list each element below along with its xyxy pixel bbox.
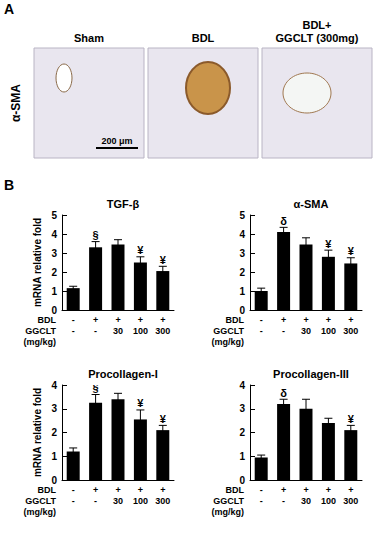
- svg-text:4: 4: [51, 380, 57, 391]
- svg-text:+: +: [326, 315, 331, 325]
- svg-text:-: -: [282, 496, 285, 506]
- svg-text:BDL: BDL: [226, 485, 245, 495]
- svg-text:GGCLT (300mg): GGCLT (300mg): [276, 32, 359, 44]
- svg-text:BDL: BDL: [38, 485, 57, 495]
- svg-text:GGCLT: GGCLT: [213, 496, 244, 506]
- svg-text:+: +: [138, 315, 143, 325]
- svg-text:Sham: Sham: [74, 32, 104, 44]
- svg-text:§: §: [93, 229, 99, 241]
- svg-text:5: 5: [51, 210, 57, 221]
- svg-text:3: 3: [51, 403, 57, 414]
- svg-text:-: -: [260, 485, 263, 495]
- svg-text:¥: ¥: [160, 254, 167, 266]
- svg-text:δ: δ: [280, 215, 287, 227]
- svg-text:200 μm: 200 μm: [101, 136, 132, 146]
- svg-text:2: 2: [51, 267, 57, 278]
- svg-text:3: 3: [239, 403, 245, 414]
- svg-text:¥: ¥: [348, 413, 355, 425]
- svg-text:mRNA relative fold: mRNA relative fold: [32, 388, 43, 477]
- svg-text:(mg/kg): (mg/kg): [24, 507, 57, 517]
- svg-text:BDL: BDL: [226, 315, 245, 325]
- svg-text:α-SMA: α-SMA: [294, 198, 329, 210]
- svg-text:+: +: [160, 315, 165, 325]
- svg-text:§: §: [93, 382, 99, 394]
- svg-text:+: +: [138, 485, 143, 495]
- svg-text:BDL: BDL: [38, 315, 57, 325]
- svg-text:-: -: [282, 326, 285, 336]
- svg-text:4: 4: [239, 229, 245, 240]
- svg-text:100: 100: [133, 326, 148, 336]
- svg-text:δ: δ: [280, 387, 287, 399]
- svg-text:Procollagen-III: Procollagen-III: [273, 368, 349, 380]
- svg-text:300: 300: [343, 496, 358, 506]
- svg-text:-: -: [72, 326, 75, 336]
- svg-text:4: 4: [239, 380, 245, 391]
- svg-text:+: +: [348, 485, 353, 495]
- svg-text:1: 1: [51, 286, 57, 297]
- svg-text:30: 30: [113, 326, 123, 336]
- svg-text:+: +: [303, 315, 308, 325]
- svg-text:300: 300: [155, 496, 170, 506]
- svg-text:2: 2: [239, 267, 245, 278]
- svg-text:100: 100: [133, 496, 148, 506]
- svg-text:A: A: [4, 1, 14, 17]
- svg-text:BDL: BDL: [192, 32, 215, 44]
- svg-text:+: +: [326, 485, 331, 495]
- svg-text:-: -: [72, 315, 75, 325]
- svg-text:¥: ¥: [348, 245, 355, 257]
- svg-text:3: 3: [239, 248, 245, 259]
- svg-text:+: +: [115, 315, 120, 325]
- svg-text:+: +: [93, 315, 98, 325]
- svg-text:30: 30: [113, 496, 123, 506]
- svg-text:+: +: [281, 485, 286, 495]
- svg-text:4: 4: [51, 229, 57, 240]
- svg-text:¥: ¥: [160, 413, 167, 425]
- svg-text:-: -: [94, 496, 97, 506]
- svg-text:300: 300: [155, 326, 170, 336]
- svg-text:300: 300: [343, 326, 358, 336]
- svg-text:GGCLT: GGCLT: [213, 326, 244, 336]
- svg-text:α-SMA: α-SMA: [9, 84, 23, 122]
- svg-text:0: 0: [239, 475, 245, 486]
- svg-text:+: +: [160, 485, 165, 495]
- svg-text:30: 30: [301, 496, 311, 506]
- svg-text:+: +: [303, 485, 308, 495]
- svg-text:1: 1: [239, 451, 245, 462]
- svg-text:B: B: [4, 177, 14, 193]
- svg-text:-: -: [260, 315, 263, 325]
- svg-text:Procollagen-I: Procollagen-I: [88, 368, 158, 380]
- svg-text:2: 2: [51, 427, 57, 438]
- svg-text:GGCLT: GGCLT: [25, 496, 56, 506]
- svg-text:+: +: [115, 485, 120, 495]
- svg-text:1: 1: [239, 286, 245, 297]
- svg-text:2: 2: [239, 427, 245, 438]
- svg-text:-: -: [260, 496, 263, 506]
- svg-text:1: 1: [51, 451, 57, 462]
- svg-text:100: 100: [321, 326, 336, 336]
- svg-text:(mg/kg): (mg/kg): [24, 337, 57, 347]
- svg-text:+: +: [93, 485, 98, 495]
- svg-text:¥: ¥: [137, 397, 144, 409]
- svg-text:0: 0: [51, 305, 57, 316]
- svg-text:5: 5: [239, 210, 245, 221]
- svg-text:-: -: [72, 485, 75, 495]
- svg-text:-: -: [72, 496, 75, 506]
- svg-text:3: 3: [51, 248, 57, 259]
- svg-text:(mg/kg): (mg/kg): [212, 507, 245, 517]
- svg-text:-: -: [260, 326, 263, 336]
- svg-text:0: 0: [239, 305, 245, 316]
- svg-text:-: -: [94, 326, 97, 336]
- svg-text:TGF-β: TGF-β: [107, 198, 140, 210]
- svg-text:BDL+: BDL+: [302, 19, 331, 31]
- svg-text:30: 30: [301, 326, 311, 336]
- svg-text:¥: ¥: [137, 244, 144, 256]
- svg-text:0: 0: [51, 475, 57, 486]
- svg-text:mRNA relative fold: mRNA relative fold: [32, 218, 43, 307]
- svg-text:(mg/kg): (mg/kg): [212, 337, 245, 347]
- svg-text:¥: ¥: [325, 238, 332, 250]
- svg-text:100: 100: [321, 496, 336, 506]
- svg-text:GGCLT: GGCLT: [25, 326, 56, 336]
- svg-text:+: +: [348, 315, 353, 325]
- svg-text:+: +: [281, 315, 286, 325]
